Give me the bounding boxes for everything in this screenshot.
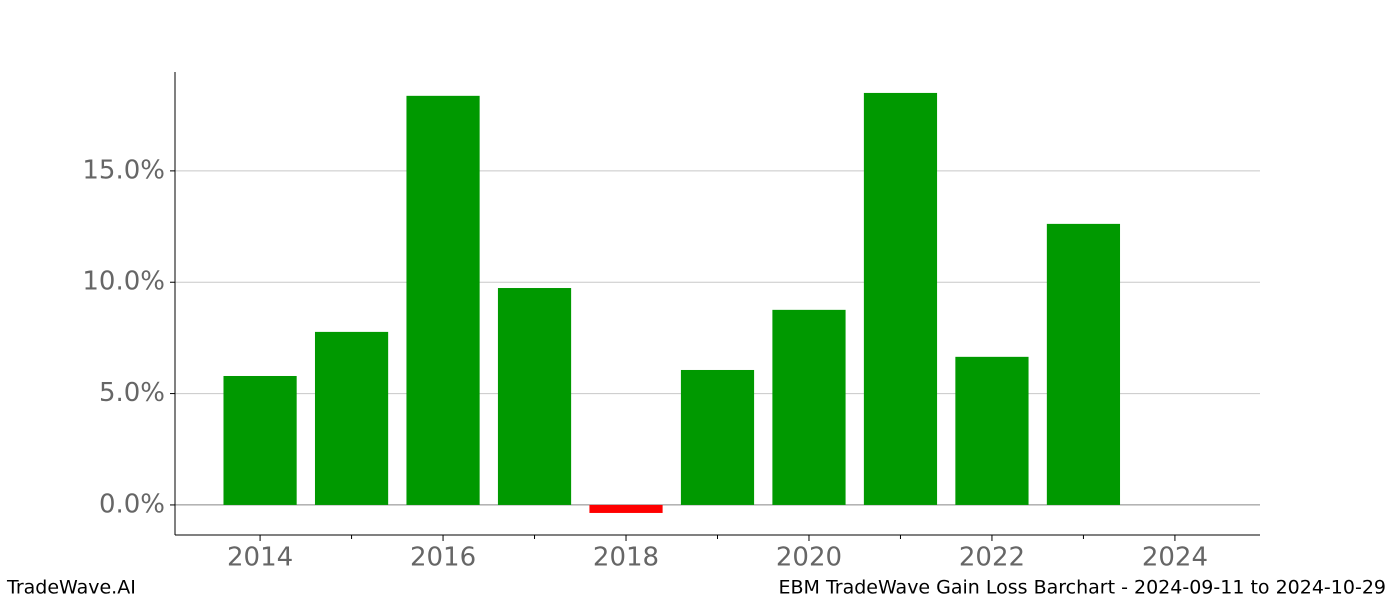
- bar: [589, 504, 663, 513]
- y-tick-label: 15.0%: [82, 155, 165, 185]
- footer-left: TradeWave.AI: [6, 577, 136, 599]
- x-tick-label: 2018: [593, 543, 659, 573]
- y-tick-label: 10.0%: [82, 267, 165, 297]
- bar: [772, 309, 846, 505]
- y-tick-label: 0.0%: [99, 489, 165, 519]
- bar: [1046, 223, 1121, 505]
- bar: [863, 92, 938, 505]
- bar: [406, 95, 480, 505]
- bar: [955, 356, 1029, 505]
- footer-right: EBM TradeWave Gain Loss Barchart - 2024-…: [778, 577, 1386, 599]
- bar: [223, 375, 297, 505]
- x-tick-label: 2022: [959, 543, 1025, 573]
- bar: [680, 369, 755, 505]
- bar: [497, 288, 572, 505]
- x-tick-label: 2014: [227, 543, 293, 573]
- x-tick-label: 2020: [776, 543, 842, 573]
- bar: [314, 331, 389, 505]
- x-tick-label: 2024: [1142, 543, 1208, 573]
- y-tick-label: 5.0%: [99, 378, 165, 408]
- x-tick-label: 2016: [410, 543, 476, 573]
